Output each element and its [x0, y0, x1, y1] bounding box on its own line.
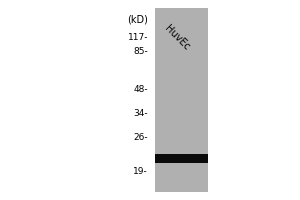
- Text: HuvEc: HuvEc: [163, 23, 192, 52]
- Text: 19-: 19-: [133, 168, 148, 176]
- Bar: [154, 8, 208, 192]
- Text: (kD): (kD): [128, 14, 148, 24]
- Text: 117-: 117-: [128, 33, 148, 43]
- Text: 85-: 85-: [133, 47, 148, 56]
- Text: 48-: 48-: [134, 86, 148, 95]
- Text: 34-: 34-: [134, 108, 148, 117]
- Text: 26-: 26-: [134, 134, 148, 142]
- Bar: [154, 154, 208, 162]
